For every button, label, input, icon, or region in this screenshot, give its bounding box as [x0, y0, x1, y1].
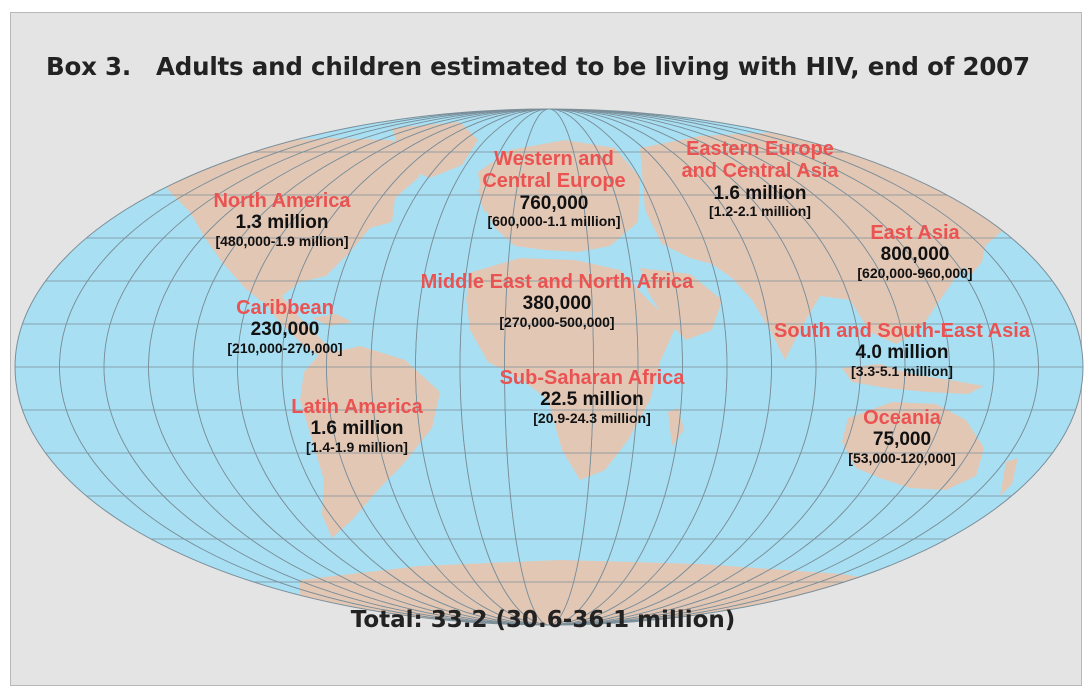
- region-name: Middle East and North Africa: [420, 271, 694, 293]
- region-caribbean: Caribbean 230,000 [210,000-270,000]: [227, 297, 342, 356]
- region-name: North America: [213, 190, 351, 212]
- region-value: 380,000: [522, 293, 592, 315]
- region-name-line-1: Western and: [494, 148, 614, 170]
- land-caribbean: [312, 314, 352, 326]
- region-north-america: North America 1.3 million [480,000-1.9 m…: [213, 190, 350, 249]
- region-name: Latin America: [291, 396, 423, 418]
- region-range: [480,000-1.9 million]: [215, 232, 349, 249]
- land-europe: [478, 140, 640, 252]
- region-range: [270,000-500,000]: [499, 313, 615, 330]
- land-central-america: [262, 296, 334, 358]
- land-north-america: [150, 138, 430, 302]
- land-australia: [842, 402, 984, 490]
- region-value: 1.6 million: [310, 418, 404, 440]
- region-value: 1.3 million: [235, 212, 329, 234]
- region-western-central-europe: Western and Central Europe 760,000 [600,…: [482, 148, 625, 230]
- region-value: 22.5 million: [540, 389, 644, 411]
- region-oceania: Oceania 75,000 [53,000-120,000]: [848, 407, 955, 466]
- region-east-asia: East Asia 800,000 [620,000-960,000]: [857, 222, 972, 281]
- region-range: [20.9-24.3 million]: [533, 409, 651, 426]
- region-range: [600,000-1.1 million]: [487, 213, 621, 230]
- figure-title: Box 3. Adults and children estimated to b…: [46, 52, 1030, 81]
- land-new-zealand: [1000, 458, 1018, 496]
- region-value: 230,000: [250, 319, 320, 341]
- region-name: East Asia: [870, 222, 960, 244]
- land-greenland: [392, 122, 478, 178]
- region-range: [1.4-1.9 million]: [306, 438, 408, 455]
- region-name: Oceania: [863, 407, 941, 429]
- region-eastern-europe-central-asia: Eastern Europe and Central Asia 1.6 mill…: [681, 138, 838, 220]
- region-range: [620,000-960,000]: [857, 264, 973, 281]
- region-value: 760,000: [519, 192, 589, 214]
- region-value: 1.6 million: [713, 182, 807, 204]
- region-sub-saharan-africa: Sub-Saharan Africa 22.5 million [20.9-24…: [500, 367, 685, 426]
- region-name: Caribbean: [236, 297, 334, 319]
- region-value: 800,000: [880, 244, 950, 266]
- title-text: Adults and children estimated to be livi…: [156, 52, 1030, 81]
- region-name: South and South-East Asia: [774, 320, 1030, 342]
- region-range: [53,000-120,000]: [848, 449, 956, 466]
- region-value: 75,000: [872, 429, 932, 451]
- land-uk: [478, 186, 496, 212]
- region-value: 4.0 million: [855, 342, 949, 364]
- region-range: [3.3-5.1 million]: [851, 362, 953, 379]
- land-south-america: [300, 346, 440, 538]
- region-latin-america: Latin America 1.6 million [1.4-1.9 milli…: [291, 396, 423, 455]
- graticule: [15, 109, 1083, 625]
- region-range: [210,000-270,000]: [227, 339, 343, 356]
- region-south-southeast-asia: South and South-East Asia 4.0 million [3…: [774, 320, 1030, 379]
- total-estimate: Total: 33.2 (30.6-36.1 million): [350, 607, 736, 633]
- region-name-line-2: and Central Asia: [681, 160, 839, 183]
- region-range: [1.2-2.1 million]: [709, 203, 811, 220]
- land-africa: [466, 258, 676, 480]
- region-name-line-2: Central Europe: [482, 170, 626, 193]
- region-name-line-1: Eastern Europe: [686, 138, 834, 160]
- box-label: Box 3.: [46, 52, 131, 81]
- land-japan: [964, 228, 988, 276]
- region-name: Sub-Saharan Africa: [499, 367, 685, 389]
- region-middle-east-north-africa: Middle East and North Africa 380,000 [27…: [421, 271, 694, 330]
- map-outline: [14, 108, 1084, 626]
- land-arabia: [640, 268, 722, 340]
